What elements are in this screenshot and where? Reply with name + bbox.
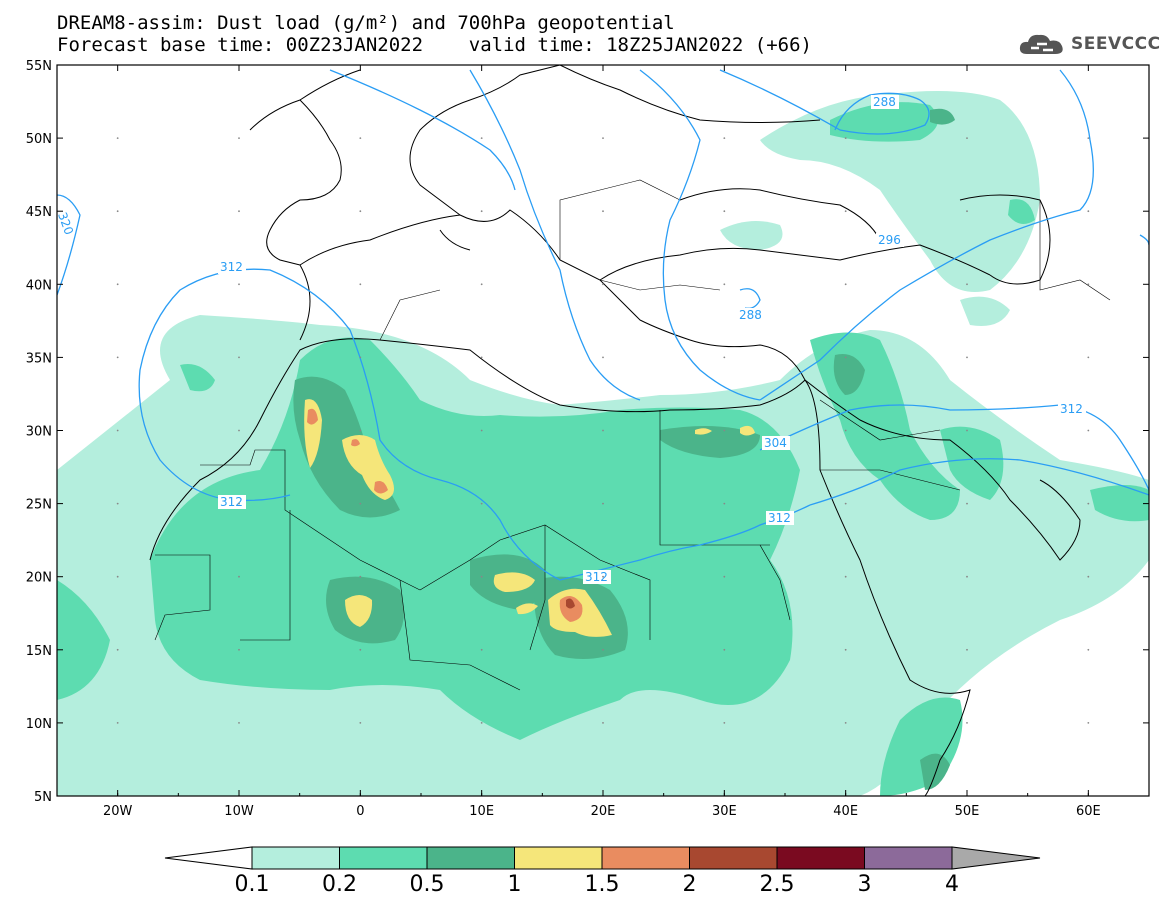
colorbar-segment [514, 846, 603, 870]
latitude-tick-label: 35N [26, 351, 52, 366]
latitude-tick-label: 15N [26, 644, 52, 659]
colorbar-label: 4 [945, 872, 959, 897]
contour-label: 288 [739, 308, 762, 322]
colorbar-segment [251, 846, 340, 870]
cloud-logo-icon [1019, 34, 1063, 54]
longitude-tick-label: 10W [224, 804, 254, 819]
colorbar-label: 0.2 [322, 872, 357, 897]
coastlines [149, 65, 1081, 796]
contour-label: 296 [878, 233, 901, 247]
colorbar-label: 3 [858, 872, 872, 897]
longitude-axis: 20W 10W 0 10E 20E 30E 40E 50E 60E [56, 65, 1150, 819]
dust-level-2 [566, 598, 575, 609]
longitude-tick-label: 30E [712, 804, 737, 819]
colorbar-segment [864, 846, 953, 870]
colorbar-segment [776, 846, 865, 870]
contour-label: 312 [585, 570, 608, 584]
colorbar: 0.1 0.2 0.5 1 1.5 2 2.5 3 4 [164, 846, 1041, 897]
graticule-dots [116, 137, 1090, 724]
colorbar-segment [339, 846, 428, 870]
latitude-tick-label: 55N [26, 59, 52, 74]
contour-labels: 320 312 312 312 312 312 288 288 296 304 [53, 95, 1086, 584]
latitude-tick-label: 45N [26, 205, 52, 220]
colorbar-max-arrow [951, 846, 1041, 870]
colorbar-min-arrow [164, 846, 253, 870]
longitude-tick-label: 50E [955, 804, 980, 819]
latitude-tick-label: 40N [26, 278, 52, 293]
colorbar-segment [689, 846, 778, 870]
longitude-tick-label: 0 [356, 804, 364, 819]
contour-label: 312 [1060, 402, 1083, 416]
contour-label: 312 [220, 495, 243, 509]
forecast-time-subtitle: Forecast base time: 00Z23JAN2022 valid t… [57, 34, 812, 56]
colorbar-label: 2 [683, 872, 697, 897]
longitude-tick-label: 60E [1076, 804, 1101, 819]
latitude-axis: 55N 50N 45N 40N 35N 30N 25N 20N 15N 10N 5N [26, 59, 1149, 805]
latitude-tick-label: 10N [26, 717, 52, 732]
seevccc-logo: SEEVCCC [1017, 30, 1161, 58]
dust-level-1-5 [307, 408, 583, 622]
contour-label: 312 [220, 260, 243, 274]
contour-label: 288 [873, 95, 896, 109]
latitude-tick-label: 25N [26, 498, 52, 513]
logo-text: SEEVCCC [1071, 34, 1161, 54]
latitude-tick-label: 20N [26, 571, 52, 586]
contour-label: 304 [764, 436, 787, 450]
longitude-tick-label: 20W [103, 804, 133, 819]
longitude-tick-label: 10E [469, 804, 494, 819]
longitude-tick-label: 20E [591, 804, 616, 819]
colorbar-label: 1.5 [585, 872, 620, 897]
latitude-tick-label: 50N [26, 132, 52, 147]
geopotential-contours [57, 69, 1149, 581]
colorbar-label: 0.5 [410, 872, 445, 897]
colorbar-label: 0.1 [235, 872, 270, 897]
longitude-tick-label: 40E [833, 804, 858, 819]
colorbar-segment [601, 846, 690, 870]
colorbar-segment [426, 846, 515, 870]
latitude-tick-label: 30N [26, 425, 52, 440]
colorbar-label: 2.5 [760, 872, 795, 897]
colorbar-label: 1 [508, 872, 522, 897]
latitude-tick-label: 5N [34, 790, 52, 805]
contour-label: 312 [768, 511, 791, 525]
country-borders [154, 179, 1111, 691]
map-title: DREAM8-assim: Dust load (g/m²) and 700hP… [57, 12, 675, 34]
